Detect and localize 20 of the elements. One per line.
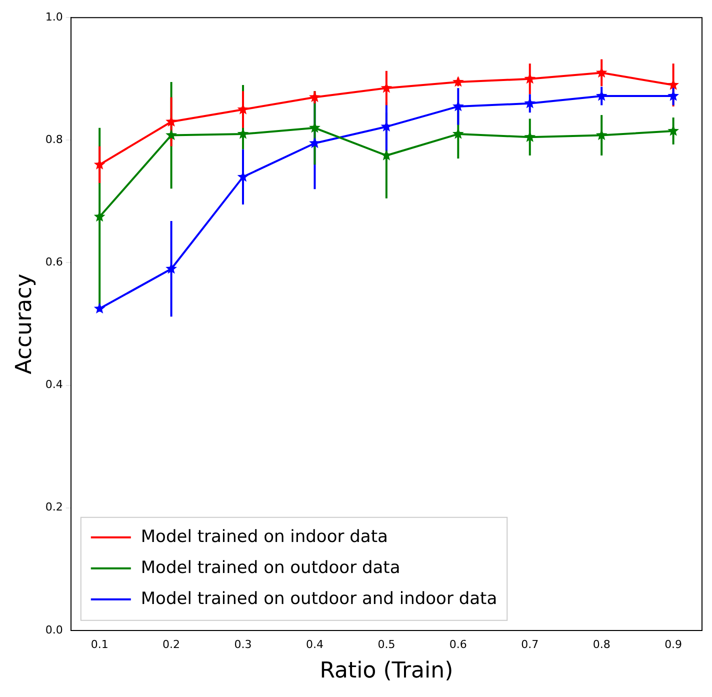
y-axis-title: Accuracy <box>12 274 37 374</box>
legend-label: Model trained on outdoor data <box>140 558 400 578</box>
y-tick-label: 0.8 <box>45 133 63 146</box>
y-tick-label: 0.0 <box>45 623 63 636</box>
x-tick-label: 0.1 <box>90 638 108 651</box>
x-tick-label: 0.5 <box>378 638 396 651</box>
y-tick-label: 0.6 <box>45 256 63 269</box>
y-tick-label: 0.2 <box>45 500 63 514</box>
legend-label: Model trained on indoor data <box>140 526 388 547</box>
x-axis-title: Ratio (Train) <box>320 658 454 684</box>
x-tick-label: 0.2 <box>162 638 180 651</box>
y-tick-label: 0.4 <box>45 378 63 392</box>
x-tick-label: 0.3 <box>234 638 252 651</box>
y-tick-label: 1.0 <box>45 10 63 24</box>
x-tick-label: 0.4 <box>306 638 324 651</box>
x-tick-label: 0.9 <box>664 638 682 651</box>
legend-label: Model trained on outdoor and indoor data <box>140 588 498 609</box>
x-tick-label: 0.7 <box>521 638 539 651</box>
x-tick-label: 0.6 <box>449 638 467 651</box>
x-tick-label: 0.8 <box>592 638 610 651</box>
